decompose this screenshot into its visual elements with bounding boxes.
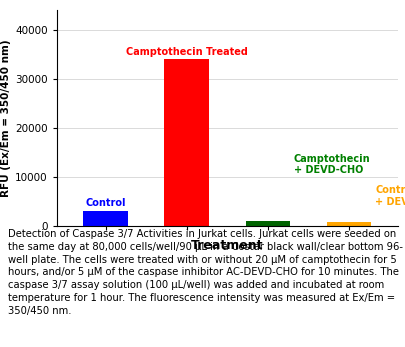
Text: Control: Control — [85, 198, 126, 208]
Text: Detection of Caspase 3/7 Activities in Jurkat cells. Jurkat cells were seeded on: Detection of Caspase 3/7 Activities in J… — [8, 229, 402, 316]
Y-axis label: RFU (Ex/Em = 350/450 nm): RFU (Ex/Em = 350/450 nm) — [1, 39, 11, 197]
Text: Control
+ DEVD-CHO: Control + DEVD-CHO — [374, 185, 405, 207]
X-axis label: Treatment: Treatment — [191, 239, 263, 252]
Text: Camptothecin
+ DEVD-CHO: Camptothecin + DEVD-CHO — [293, 154, 370, 175]
Bar — [83, 211, 128, 226]
Bar — [326, 222, 371, 226]
Text: Camptothecin Treated: Camptothecin Treated — [126, 47, 247, 57]
Bar — [245, 221, 290, 226]
Bar — [164, 59, 209, 226]
